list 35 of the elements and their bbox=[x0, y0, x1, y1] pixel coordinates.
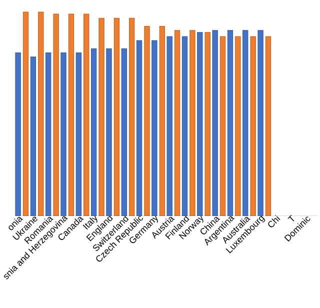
bar bbox=[53, 14, 59, 216]
bar bbox=[114, 18, 120, 216]
bar bbox=[190, 30, 196, 216]
bar bbox=[250, 36, 256, 216]
bar bbox=[265, 36, 272, 216]
bar bbox=[258, 30, 264, 216]
bar bbox=[166, 36, 172, 216]
bar bbox=[30, 56, 36, 216]
bar bbox=[182, 36, 188, 216]
bar bbox=[242, 30, 248, 216]
bar bbox=[227, 30, 234, 216]
bar bbox=[76, 52, 82, 216]
bar bbox=[159, 26, 165, 216]
bar bbox=[197, 32, 203, 216]
bar bbox=[220, 36, 226, 216]
bar bbox=[15, 52, 21, 216]
bar bbox=[68, 14, 74, 216]
bar bbox=[212, 30, 218, 216]
bar bbox=[84, 14, 90, 216]
bar bbox=[98, 18, 104, 216]
bar bbox=[38, 12, 44, 216]
bar bbox=[90, 48, 97, 216]
bar bbox=[174, 30, 180, 216]
bar bbox=[22, 12, 29, 216]
bar bbox=[144, 26, 150, 216]
bar bbox=[106, 48, 112, 216]
bar bbox=[46, 52, 52, 216]
bar bbox=[204, 32, 210, 216]
bar bbox=[152, 40, 158, 216]
bar bbox=[136, 40, 142, 216]
bar bbox=[235, 36, 241, 216]
bar bbox=[129, 18, 135, 216]
x-tick-label: Chi bbox=[268, 214, 280, 228]
bar bbox=[121, 48, 127, 216]
bar bbox=[60, 52, 66, 216]
